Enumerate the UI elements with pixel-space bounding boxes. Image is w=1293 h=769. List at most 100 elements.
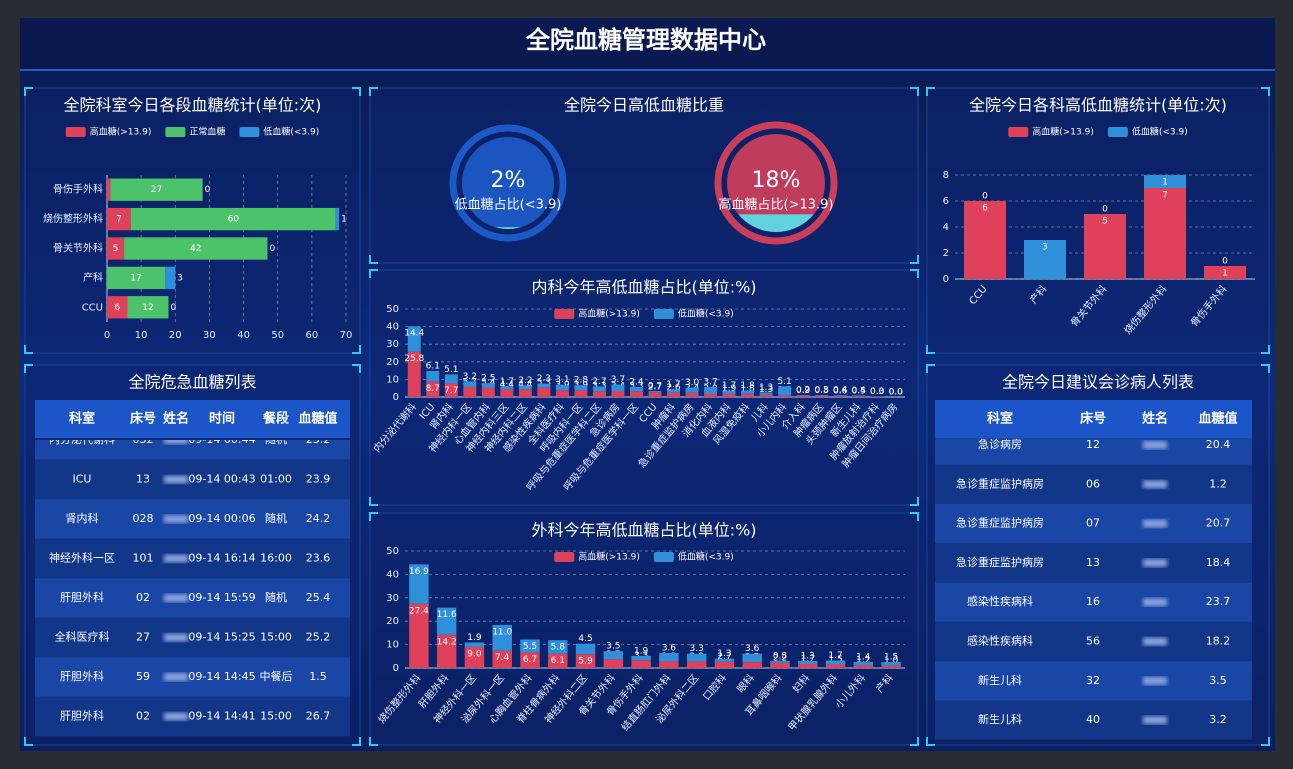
data-label: 0.0	[889, 388, 904, 398]
panel	[369, 512, 919, 746]
data-label: 1.3	[801, 651, 815, 661]
blurred-name	[164, 633, 188, 642]
panel-corner	[910, 255, 919, 264]
bar-segment	[426, 370, 440, 382]
data-label: 9.0	[467, 649, 482, 659]
panel-corner	[369, 269, 378, 278]
table-cell: 09-14 14:41	[188, 710, 255, 723]
blurred-name	[164, 554, 188, 563]
bar-segment	[881, 662, 901, 666]
bar-segment	[463, 386, 477, 397]
bar-segment	[648, 391, 662, 393]
bar-segment	[464, 642, 485, 647]
bar-segment	[825, 664, 846, 668]
data-label: 27	[151, 185, 162, 195]
blurred-name	[1143, 519, 1167, 528]
x-tick-label: 60	[305, 330, 318, 341]
gauge-body	[462, 137, 554, 229]
data-label: 3.6	[662, 644, 677, 654]
table-cell: 随机	[265, 511, 287, 525]
legend-label: 高血糖(>13.9)	[90, 126, 152, 138]
data-label: 0.3	[870, 387, 884, 397]
legend-swatch	[653, 552, 674, 562]
blurred-name	[164, 440, 188, 444]
bar-segment	[574, 390, 588, 397]
y-tick-label: 4	[943, 222, 949, 233]
data-label: 4.5	[578, 634, 592, 644]
table-row	[935, 700, 1252, 740]
table-cell: 13	[136, 473, 150, 486]
data-label: 1.9	[722, 384, 737, 394]
panel-corner	[369, 737, 378, 746]
bar-segment	[659, 653, 679, 662]
table-cell: 急诊病房	[978, 437, 1022, 451]
table-cell: 25.2	[306, 631, 331, 644]
panel-title: 全院科室今日各段血糖统计(单位:次)	[64, 96, 322, 115]
data-label: 7	[116, 215, 122, 225]
bar-segment	[714, 661, 735, 668]
legend-label: 低血糖(<3.9)	[1132, 126, 1188, 138]
bar-segment	[659, 661, 679, 668]
legend-label: 高血糖(>13.9)	[578, 308, 640, 320]
data-label: 1.4	[856, 652, 871, 662]
panel-corner	[369, 87, 378, 96]
table-cell: 25.4	[306, 591, 331, 604]
table-cell: 09-14 14:45	[188, 670, 255, 683]
data-label: 1.3	[759, 383, 773, 393]
bar-segment	[555, 390, 569, 397]
bar-segment	[722, 393, 736, 397]
y-tick-label: 50	[386, 304, 399, 315]
data-label: 1.3	[717, 649, 731, 659]
panel-corner	[369, 255, 378, 264]
bar-segment	[778, 386, 792, 396]
data-label: 1.9	[467, 633, 482, 643]
table-header-cell: 时间	[209, 411, 235, 427]
legend-swatch	[1107, 127, 1128, 137]
panel-corner	[926, 87, 935, 96]
panel	[369, 87, 919, 264]
panel-corner	[352, 364, 361, 373]
data-label: 5.9	[578, 657, 593, 667]
bar-segment	[127, 296, 169, 319]
data-label: 16.9	[409, 567, 429, 577]
data-label: 14.2	[437, 637, 457, 647]
blurred-name	[1143, 716, 1167, 725]
data-label: 27.4	[409, 606, 429, 616]
table-row	[35, 617, 350, 658]
table-cell: 随机	[265, 432, 287, 446]
blurred-name	[1143, 637, 1167, 646]
data-label: 5.8	[551, 643, 566, 653]
table-cell: 101	[133, 552, 154, 565]
bar-segment	[648, 392, 662, 397]
data-label: 6.1	[551, 656, 565, 666]
panel-corner	[926, 737, 935, 746]
data-label: 1.7	[828, 651, 842, 661]
table-header-cell: 姓名	[162, 411, 189, 427]
table-cell: 23.6	[306, 552, 331, 565]
data-label: 5	[113, 244, 119, 254]
panel-title: 全院今日高低血糖比重	[564, 96, 724, 115]
legend: 高血糖(>13.9) 低血糖(<3.9)	[554, 551, 734, 563]
table-row	[935, 582, 1252, 622]
data-label: 17	[130, 273, 141, 283]
data-label: 1.5	[884, 653, 898, 663]
data-label: 12	[142, 303, 153, 313]
y-tick-label: 0	[393, 392, 399, 403]
panel-corner	[910, 737, 919, 746]
x-tick-label: 20	[169, 330, 182, 341]
bar-segment	[815, 395, 829, 397]
bar-segment	[630, 391, 643, 397]
data-label: 3.1	[555, 375, 569, 385]
table-cell: 全科医疗科	[55, 630, 110, 644]
table-row	[935, 621, 1252, 662]
table-cell: 32	[1086, 674, 1100, 687]
data-label: 2.4	[629, 377, 644, 387]
bar-segment	[107, 266, 166, 290]
bar-segment	[520, 639, 540, 653]
panel-corner	[369, 512, 378, 521]
bar-segment	[436, 607, 457, 635]
x-tick-label: 0	[104, 330, 110, 341]
table-header-cell: 科室	[987, 411, 1013, 427]
bar-segment	[444, 383, 458, 397]
